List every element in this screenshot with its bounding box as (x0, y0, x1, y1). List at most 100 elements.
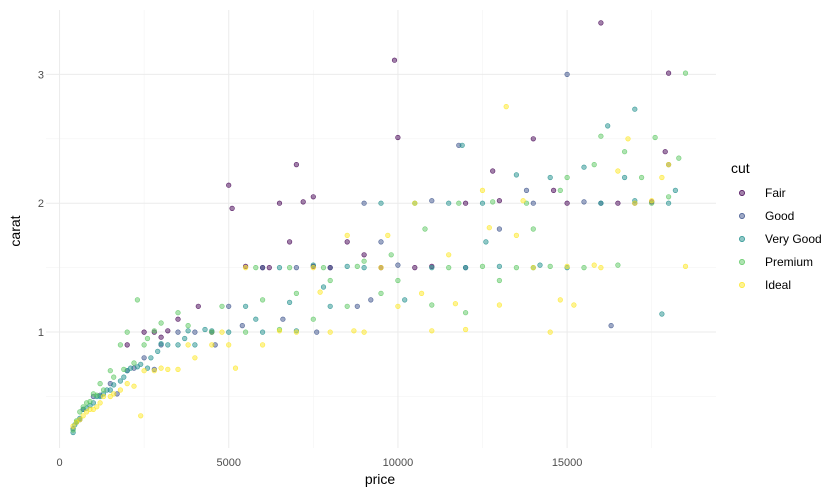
data-point (192, 342, 198, 348)
data-point (581, 265, 587, 271)
data-point (175, 310, 181, 316)
data-point (503, 103, 509, 110)
y-tick-label: 3 (38, 69, 44, 81)
x-tick-label: 10000 (383, 457, 414, 469)
y-axis-title: carat (7, 215, 23, 246)
data-point (557, 187, 563, 193)
data-point (226, 182, 232, 188)
data-point (378, 200, 384, 206)
data-point (94, 404, 100, 410)
data-point (395, 134, 401, 141)
data-point (111, 374, 117, 380)
data-point (144, 365, 151, 371)
data-point (530, 200, 536, 206)
data-point (300, 199, 306, 205)
data-point (327, 277, 333, 284)
data-point (547, 174, 553, 181)
data-point (80, 404, 86, 410)
data-point (483, 239, 489, 245)
legend-label: Good (765, 209, 794, 223)
data-point (243, 265, 249, 271)
data-point (293, 265, 300, 271)
data-point (117, 342, 123, 348)
data-point (412, 265, 418, 271)
data-point (260, 342, 266, 348)
data-point (327, 329, 333, 335)
data-point (463, 310, 469, 316)
data-point (446, 200, 452, 206)
data-point (523, 200, 530, 206)
data-point (253, 316, 259, 322)
data-point (344, 232, 350, 238)
data-point (276, 328, 283, 334)
legend-key (739, 282, 745, 288)
data-point (243, 303, 249, 309)
data-point (479, 187, 486, 193)
data-point (354, 303, 360, 309)
data-point (672, 187, 679, 193)
data-point (395, 303, 401, 309)
data-point (368, 297, 374, 303)
data-point (571, 302, 577, 308)
data-point (260, 297, 266, 303)
data-point (185, 323, 191, 329)
data-point (226, 329, 232, 335)
data-point (111, 382, 117, 388)
data-point (141, 368, 147, 374)
data-point (202, 326, 208, 333)
data-point (429, 265, 435, 271)
data-point (615, 262, 621, 268)
data-point (124, 329, 130, 335)
data-point (310, 194, 316, 200)
data-point (320, 265, 327, 271)
data-point (73, 419, 80, 425)
data-point (87, 406, 93, 413)
data-point (77, 409, 83, 415)
data-point (598, 20, 604, 26)
data-point (361, 329, 367, 335)
data-point (446, 252, 452, 258)
data-point (496, 226, 503, 232)
data-point (165, 328, 171, 334)
data-point (232, 365, 239, 371)
data-point (446, 265, 452, 271)
data-point (490, 199, 496, 205)
data-point (429, 328, 435, 334)
data-point (591, 262, 597, 268)
x-axis-title: price (365, 471, 396, 487)
data-point (537, 262, 543, 268)
data-point (479, 200, 486, 206)
x-axis-ticks: 0 5000 10000 15000 (56, 457, 582, 469)
data-point (496, 263, 503, 270)
y-axis-ticks: 1 2 3 (38, 69, 44, 339)
data-point (117, 387, 123, 393)
data-point (378, 265, 384, 271)
data-point (378, 290, 384, 297)
data-point (175, 366, 181, 373)
data-point (97, 400, 103, 406)
data-point (429, 198, 435, 204)
data-point (70, 423, 76, 429)
data-point (229, 205, 235, 211)
data-point (320, 284, 327, 290)
data-point (354, 263, 360, 270)
legend: cut Fair Good Very Good Premium Ideal (731, 160, 822, 292)
data-point (665, 70, 672, 76)
data-point (385, 232, 391, 238)
data-point (276, 200, 283, 206)
data-point (158, 341, 164, 347)
data-point (344, 303, 350, 309)
data-point (134, 297, 140, 303)
data-point (625, 136, 631, 142)
data-point (486, 225, 492, 231)
data-point (463, 265, 469, 271)
data-point (598, 265, 604, 271)
data-point (682, 70, 689, 76)
data-point (412, 200, 418, 206)
legend-label: Premium (765, 255, 813, 269)
legend-label: Very Good (765, 232, 822, 246)
data-point (124, 381, 130, 387)
data-point (463, 326, 469, 333)
legend-title: cut (731, 160, 750, 176)
